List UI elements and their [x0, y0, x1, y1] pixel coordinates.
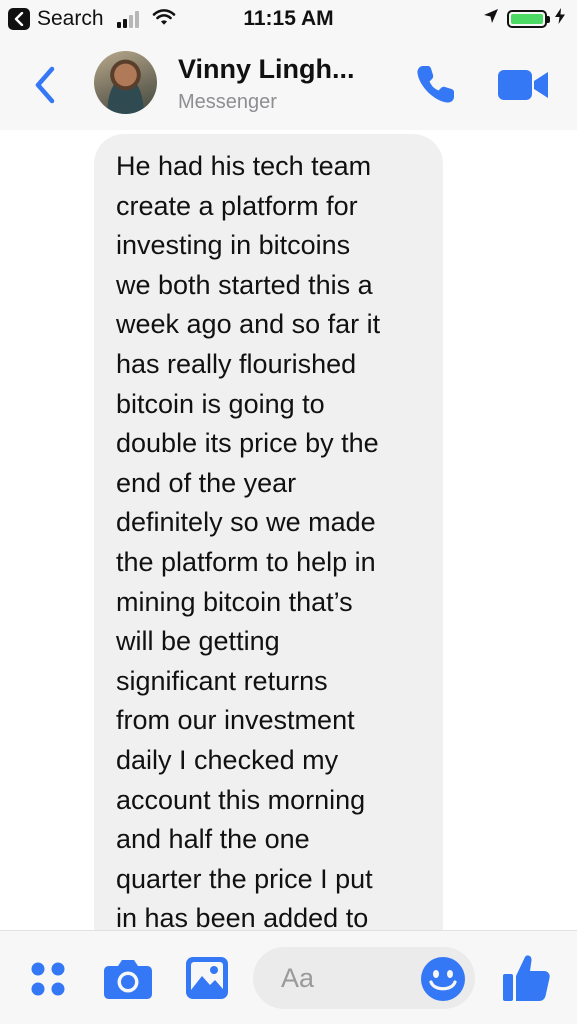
composer-bar [0, 930, 577, 1024]
more-apps-button[interactable] [26, 957, 70, 1001]
status-time: 11:15 AM [243, 7, 334, 30]
contact-avatar[interactable] [94, 51, 157, 114]
cellular-signal-icon [116, 10, 139, 28]
battery-icon [507, 9, 550, 28]
phone-icon [417, 66, 454, 103]
camera-icon [104, 960, 152, 999]
wifi-icon [152, 8, 176, 31]
charging-bolt-icon [555, 8, 565, 29]
contact-name[interactable]: Vinny Lingh... [178, 54, 355, 84]
chevron-left-icon [35, 66, 55, 104]
emoji-button[interactable] [420, 956, 466, 1002]
back-to-app-label[interactable]: Search [37, 7, 104, 30]
gallery-button[interactable] [184, 955, 230, 1001]
thumbs-up-button[interactable] [502, 953, 552, 1003]
location-arrow-icon [483, 8, 499, 29]
status-bar: Search 11:15 AM [0, 0, 577, 38]
contact-subtitle: Messenger [178, 91, 277, 113]
voice-call-button[interactable] [414, 62, 458, 106]
more-apps-icon [31, 962, 65, 996]
status-right [483, 8, 565, 29]
conversation-header: Vinny Lingh... Messenger [0, 38, 577, 130]
message-list[interactable]: He had his tech team create a platform f… [0, 130, 577, 930]
incoming-message-bubble[interactable]: He had his tech team create a platform f… [94, 134, 443, 930]
battery-level [511, 13, 543, 24]
thumbs-up-icon [503, 955, 550, 1001]
video-call-button[interactable] [498, 68, 550, 102]
camera-button[interactable] [103, 957, 153, 1001]
back-to-app-icon[interactable] [8, 8, 30, 30]
gallery-icon [186, 957, 228, 999]
status-left[interactable]: Search [8, 7, 176, 31]
back-button[interactable] [28, 63, 62, 107]
video-camera-icon [498, 70, 548, 100]
emoji-icon [421, 957, 465, 1001]
